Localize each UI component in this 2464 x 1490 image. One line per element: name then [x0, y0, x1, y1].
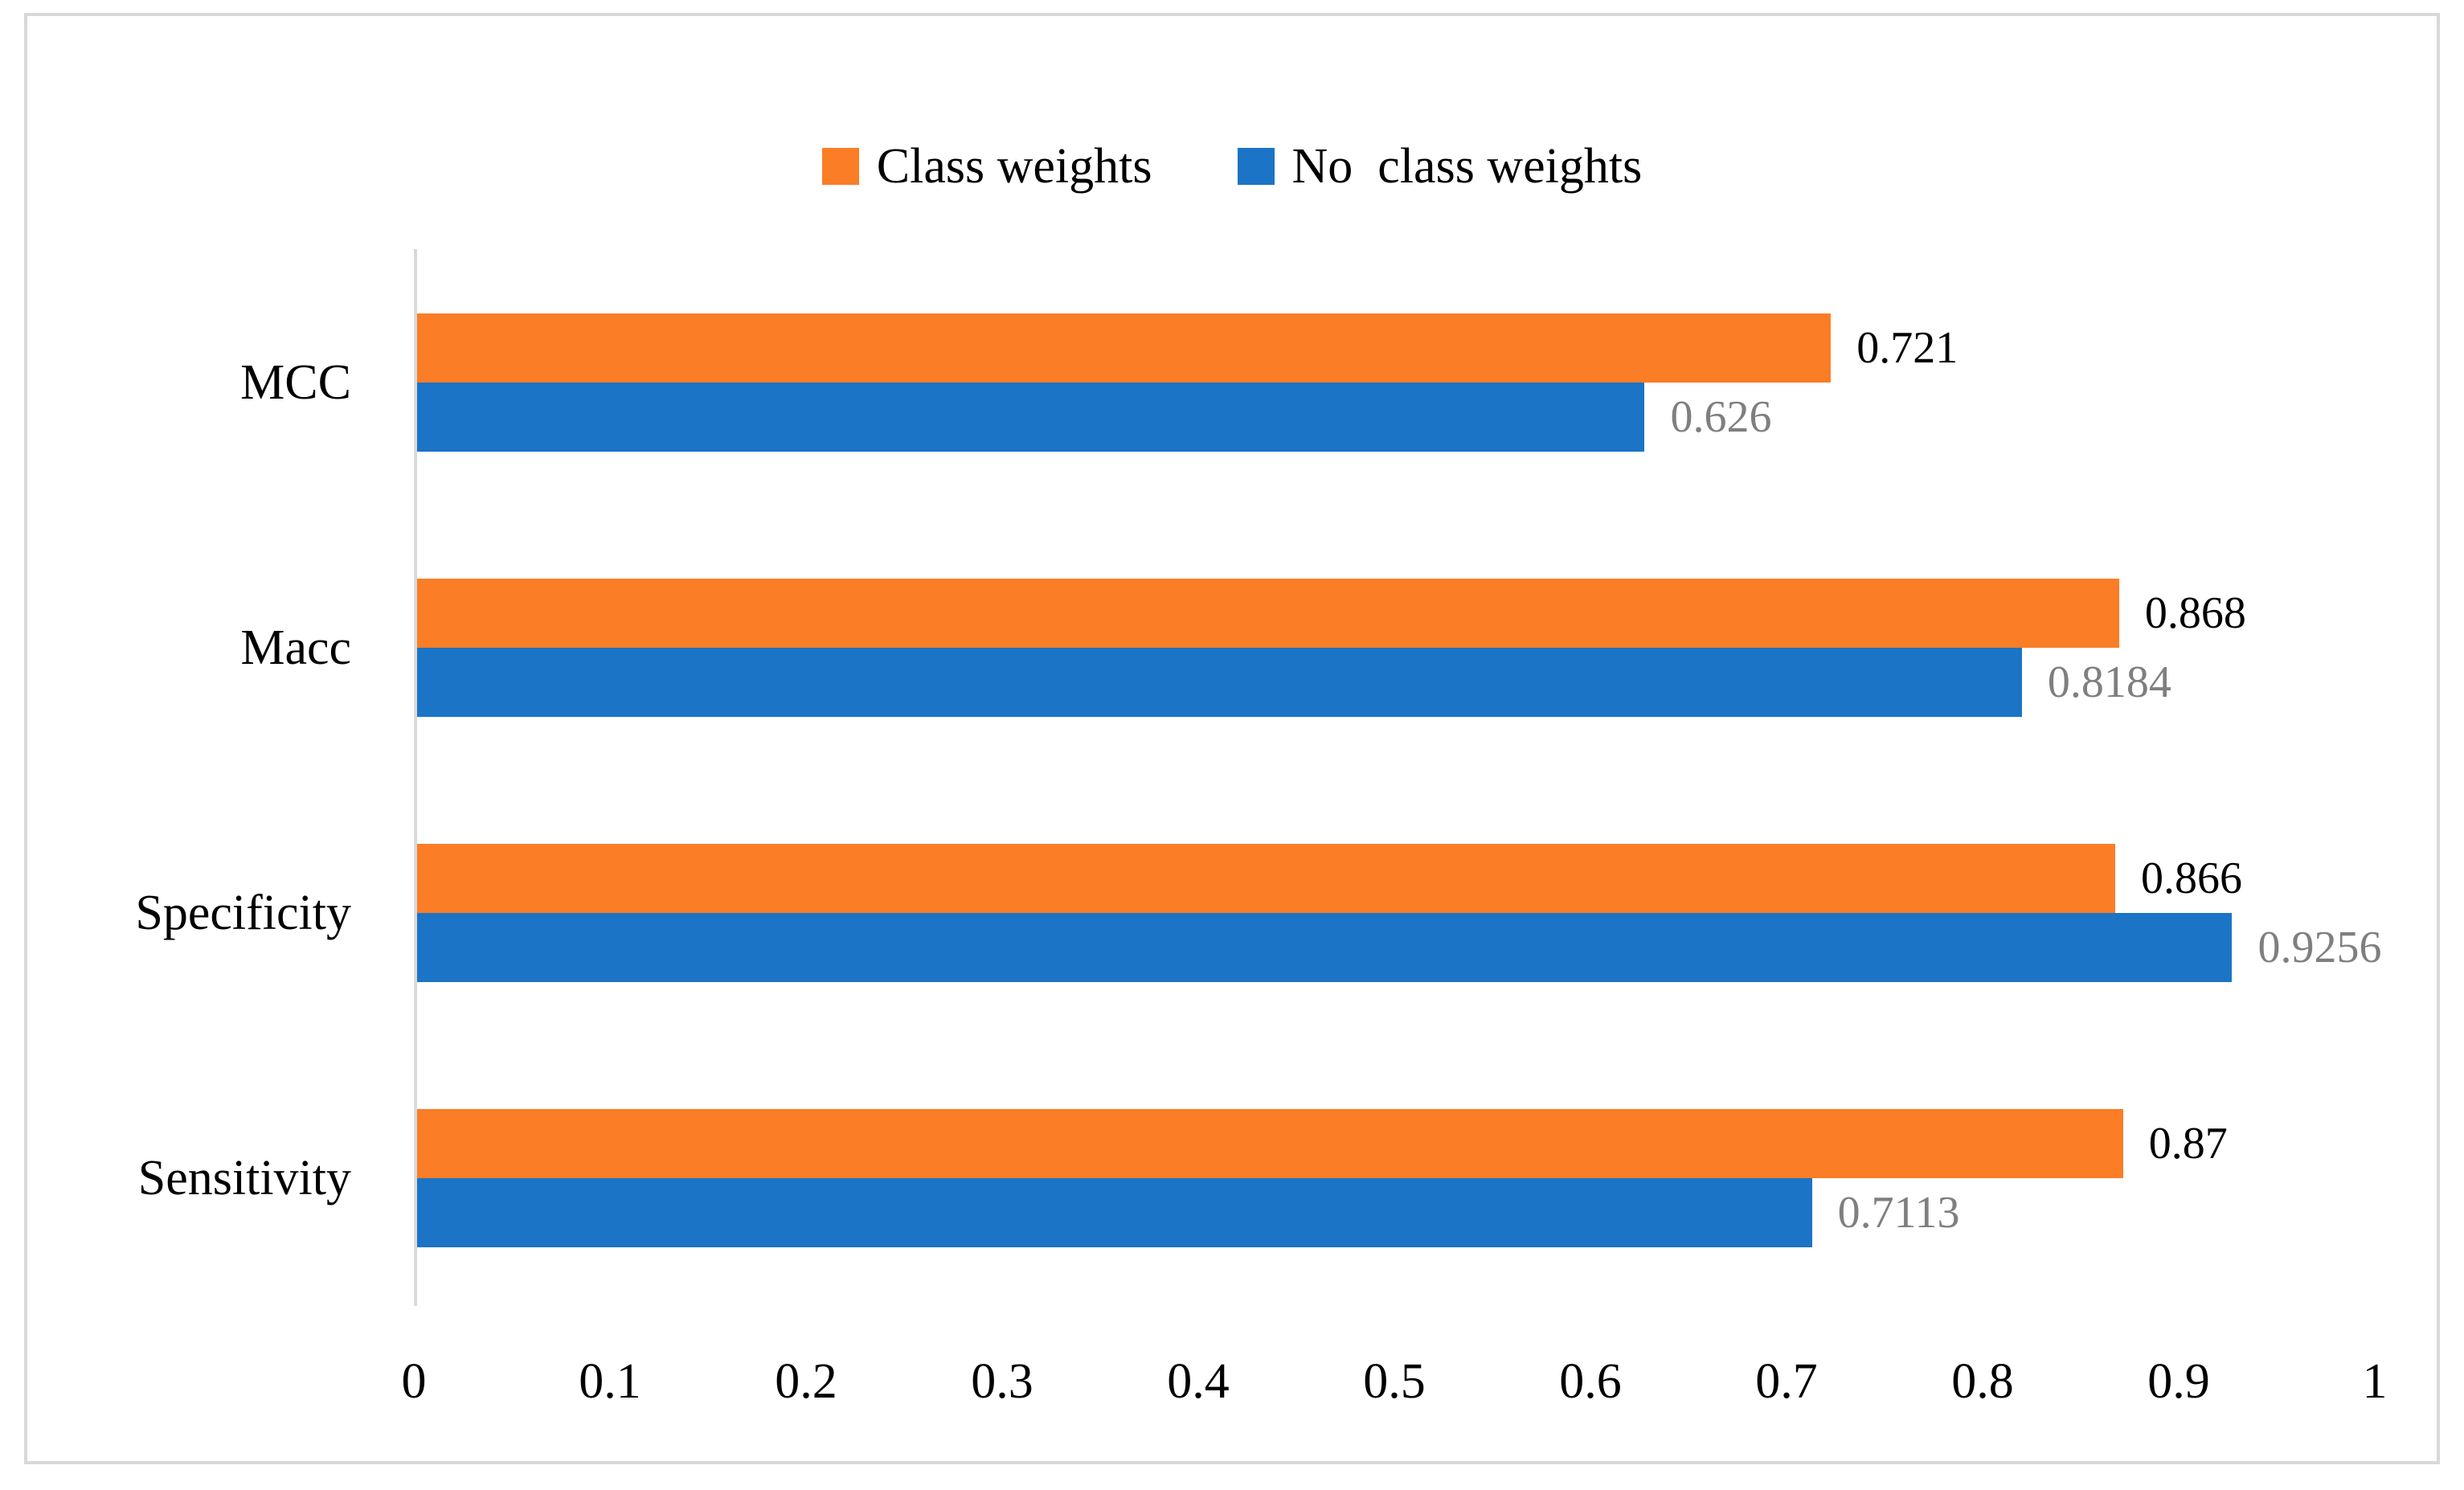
bar-macc-class-weights — [417, 579, 2119, 648]
bar-mcc-class-weights — [417, 313, 1832, 383]
x-tick-label: 0.8 — [1951, 1354, 2014, 1409]
bar-macc-no-class-weights — [417, 648, 2022, 717]
x-tick-label: 0 — [401, 1354, 427, 1409]
bar-value-label: 0.721 — [1856, 323, 1959, 373]
bar-sensitivity-no-class-weights — [417, 1178, 1812, 1247]
bar-sensitivity-class-weights — [417, 1109, 2123, 1178]
legend-label-class-weights: Class weights — [876, 139, 1152, 194]
x-tick-label: 1 — [2362, 1354, 2388, 1409]
bar-value-label: 0.87 — [2148, 1119, 2228, 1169]
x-tick-label: 0.4 — [1167, 1354, 1230, 1409]
x-tick-label: 0.6 — [1559, 1354, 1622, 1409]
bar-value-label: 0.868 — [2144, 588, 2246, 638]
category-label-specificity: Specificity — [135, 886, 351, 940]
x-tick-label: 0.5 — [1363, 1354, 1426, 1409]
bar-value-label: 0.7113 — [1837, 1188, 1960, 1238]
x-tick-label: 0.1 — [579, 1354, 641, 1409]
bar-mcc-no-class-weights — [417, 383, 1645, 452]
bar-value-label: 0.626 — [1670, 392, 1772, 442]
legend-item-no-class-weights: No class weights — [1237, 139, 1643, 194]
plot-area: 0.721 0.626 0.868 0.8184 0.866 0.9256 0.87 0.71… — [414, 249, 2381, 1306]
bar-specificity-no-class-weights — [417, 913, 2233, 982]
bar-value-label: 0.8184 — [2047, 657, 2171, 707]
y-axis-line — [414, 249, 417, 1306]
x-tick-label: 0.9 — [2147, 1354, 2210, 1409]
x-tick-label: 0.7 — [1755, 1354, 1818, 1409]
category-axis: MCC Macc Specificity Sensitivity — [0, 249, 351, 1306]
bar-specificity-class-weights — [417, 844, 2116, 913]
bar-value-label: 0.9256 — [2257, 923, 2382, 972]
legend: Class weights No class weights — [0, 141, 2464, 191]
category-label-macc: Macc — [240, 620, 351, 675]
x-axis: 0 0.1 0.2 0.3 0.4 0.5 0.6 0.7 0.8 0.9 1 — [402, 1354, 2388, 1421]
legend-item-class-weights: Class weights — [821, 139, 1152, 194]
x-tick-label: 0.2 — [775, 1354, 837, 1409]
legend-label-no-class-weights: No class weights — [1291, 139, 1643, 194]
category-label-mcc: MCC — [240, 355, 351, 410]
bar-value-label: 0.866 — [2141, 853, 2243, 903]
legend-swatch-class-weights — [821, 148, 859, 185]
legend-swatch-no-class-weights — [1237, 148, 1275, 185]
category-label-sensitivity: Sensitivity — [137, 1151, 351, 1206]
x-tick-label: 0.3 — [971, 1354, 1033, 1409]
